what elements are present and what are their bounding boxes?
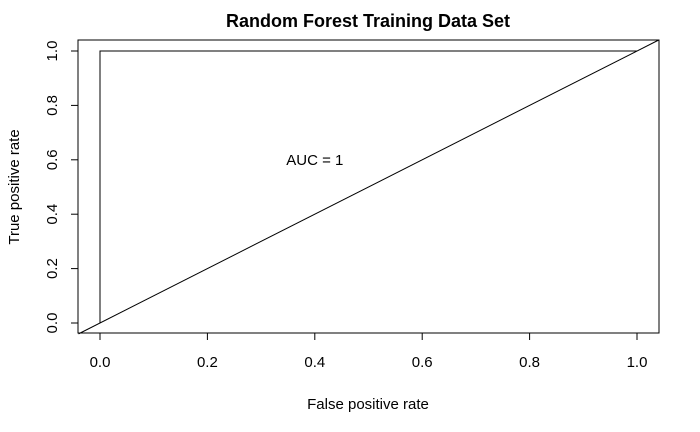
y-tick-label: 0.0 [44,313,61,334]
series-layer [78,39,659,335]
y-tick-label: 0.8 [44,95,61,116]
y-tick-label: 0.6 [44,149,61,170]
chart-title: Random Forest Training Data Set [226,11,510,31]
y-tick-label: 1.0 [44,41,61,62]
x-axis-label: False positive rate [307,396,429,413]
diagonal-reference-line [78,39,659,335]
x-tick-label: 0.8 [519,354,540,371]
x-tick-label: 0.2 [197,354,218,371]
x-tick-label: 0.0 [90,354,111,371]
x-tick-label: 0.6 [412,354,433,371]
y-tick-label: 0.4 [44,204,61,225]
y-axis-label: True positive rate [6,129,23,244]
roc-curve [99,50,637,323]
y-axis: 0.0 0.2 0.4 0.6 0.8 1.0 [44,41,79,334]
auc-annotation: AUC = 1 [286,152,343,169]
x-axis: 0.0 0.2 0.4 0.6 0.8 1.0 [90,332,648,371]
x-tick-label: 0.4 [304,354,325,371]
y-tick-label: 0.2 [44,258,61,279]
annotation-layer: AUC = 1 [286,152,343,169]
x-tick-label: 1.0 [627,354,648,371]
